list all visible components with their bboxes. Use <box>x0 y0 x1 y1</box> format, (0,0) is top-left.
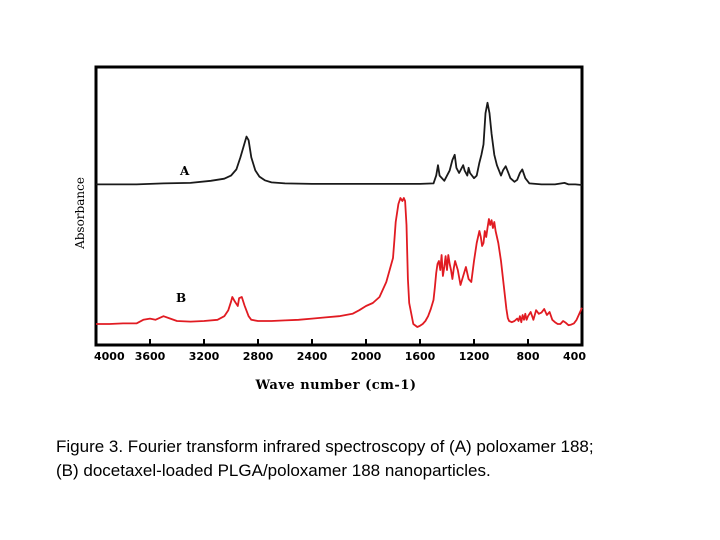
x-tick-label: 3200 <box>189 350 220 363</box>
x-tick-label: 1200 <box>459 350 490 363</box>
caption-line-2: (B) docetaxel-loaded PLGA/poloxamer 188 … <box>56 461 491 480</box>
x-axis-label: Wave number (cm-1) <box>254 378 416 393</box>
x-tick-label: 3600 <box>135 350 166 363</box>
x-tick-label: 800 <box>517 350 540 363</box>
x-axis-ticks: 4000 3600 3200 2800 2400 2000 1600 1200 800 400 <box>94 339 586 363</box>
x-axis-label-text: Wave number <box>254 378 360 393</box>
x-tick-label: 1600 <box>405 350 436 363</box>
spectra-lines <box>96 101 583 328</box>
ftir-chart: 4000 3600 3200 2800 2400 2000 1600 1200 800 400 A… <box>73 65 586 393</box>
x-tick-label: 400 <box>563 350 586 363</box>
y-axis-label: Absorbance <box>73 177 87 250</box>
x-tick-label: 4000 <box>94 350 125 363</box>
x-tick-label: 2400 <box>297 350 328 363</box>
series-a-line <box>96 101 583 186</box>
x-tick-label: 2000 <box>351 350 382 363</box>
x-axis-unit: (cm-1) <box>365 378 416 393</box>
series-b-label: B <box>176 291 186 305</box>
x-tick-label: 2800 <box>243 350 274 363</box>
series-b-line <box>96 197 583 328</box>
figure-caption: Figure 3. Fourier transform infrared spe… <box>56 435 706 483</box>
caption-line-1: Figure 3. Fourier transform infrared spe… <box>56 437 594 456</box>
plot-frame <box>94 65 584 347</box>
series-a-label: A <box>179 164 190 178</box>
